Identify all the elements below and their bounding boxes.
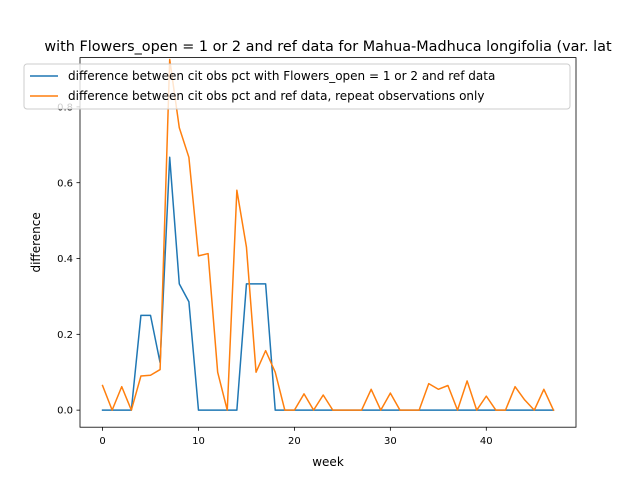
x-tick-label: 20 [288, 436, 301, 447]
y-tick-label: 0.2 [57, 330, 73, 341]
legend-label-2: difference between cit obs pct and ref d… [68, 89, 484, 103]
x-tick-label: 30 [384, 436, 397, 447]
y-tick-label: 0.4 [57, 254, 73, 265]
series-line-2 [101, 58, 555, 412]
series-line-1 [101, 156, 555, 411]
y-tick-label: 0.6 [57, 178, 73, 189]
legend-box [23, 63, 571, 110]
axes-frame [79, 57, 577, 428]
y-axis-label: difference [29, 212, 43, 272]
y-tick-label: 0.0 [57, 406, 73, 417]
x-axis-label: week [312, 455, 344, 469]
legend-label-1: difference between cit obs pct with Flow… [68, 69, 495, 83]
x-tick-label: 40 [480, 436, 493, 447]
x-tick-label: 10 [192, 436, 205, 447]
x-tick-label: 0 [99, 436, 105, 447]
chart-title: with Flowers_open = 1 or 2 and ref data … [44, 39, 612, 55]
legend: difference between cit obs pct with Flow… [23, 63, 571, 110]
